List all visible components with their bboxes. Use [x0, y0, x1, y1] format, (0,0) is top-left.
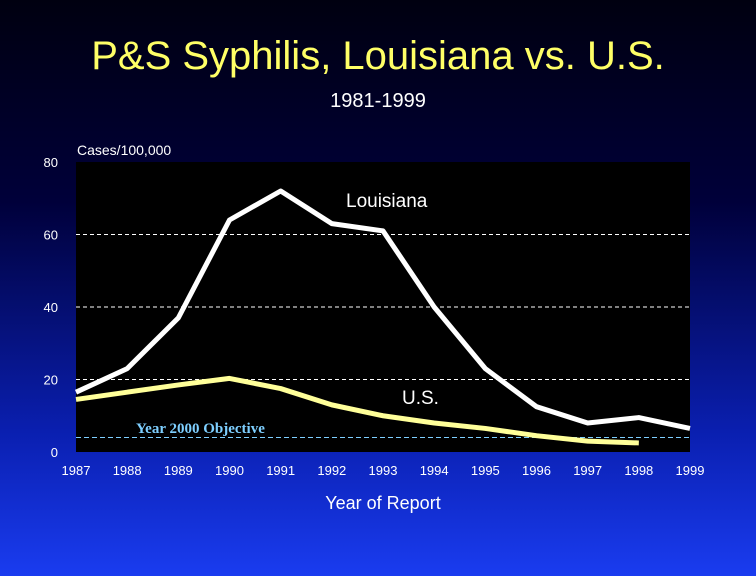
x-axis-ticks: 1987 1988 1989 1990 1991 1992 1993 1994 1995 1996… [62, 463, 705, 478]
x-tick-label: 1988 [113, 463, 142, 478]
x-tick-label: 1992 [317, 463, 346, 478]
x-tick-label: 1999 [676, 463, 705, 478]
series-label-louisiana: Louisiana [346, 191, 428, 212]
x-tick-label: 1996 [522, 463, 551, 478]
x-tick-label: 1987 [62, 463, 91, 478]
x-tick-label: 1989 [164, 463, 193, 478]
x-tick-label: 1998 [624, 463, 653, 478]
x-tick-label: 1993 [369, 463, 398, 478]
x-tick-label: 1994 [420, 463, 449, 478]
grid-lines [76, 234, 690, 380]
series-line-u-s [75, 375, 639, 446]
x-axis-label: Year of Report [325, 493, 440, 513]
series-label-us: U.S. [402, 388, 439, 409]
chart-title: P&S Syphilis, Louisiana vs. U.S. [91, 34, 665, 78]
y-tick-label: 0 [51, 445, 58, 460]
reference-line-label: Year 2000 Objective [136, 421, 265, 437]
y-tick-label: 80 [44, 155, 58, 170]
y-tick-label: 60 [44, 228, 58, 243]
x-tick-label: 1991 [266, 463, 295, 478]
y-tick-label: 40 [44, 300, 58, 315]
y-tick-label: 20 [44, 373, 58, 388]
x-tick-label: 1995 [471, 463, 500, 478]
chart-subtitle: 1981-1999 [330, 90, 426, 112]
x-tick-label: 1990 [215, 463, 244, 478]
series-lines [74, 188, 691, 446]
x-tick-label: 1997 [573, 463, 602, 478]
y-axis-ticks: 0 20 40 60 80 [44, 155, 58, 460]
y-axis-label: Cases/100,000 [77, 142, 171, 158]
